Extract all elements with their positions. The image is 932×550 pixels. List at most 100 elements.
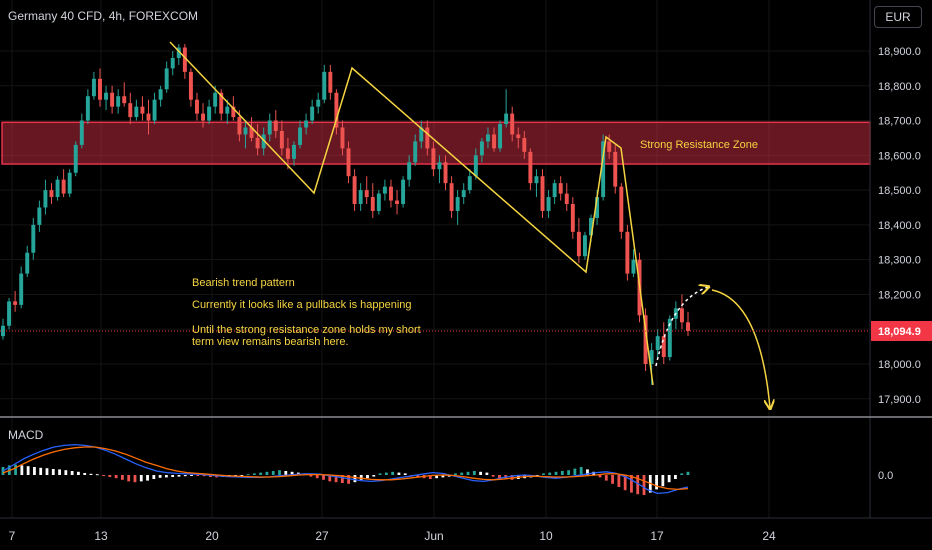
candle <box>479 137 484 163</box>
macd-histogram-bar <box>491 475 495 477</box>
candle <box>528 148 533 191</box>
last-price-tag <box>871 320 932 341</box>
y-tick-label: 18,600.0 <box>878 150 921 162</box>
candle-body <box>340 127 345 149</box>
candle-body <box>158 89 163 100</box>
candle <box>279 120 284 156</box>
candle-body <box>219 92 224 114</box>
macd-histogram-bar <box>33 467 36 475</box>
candle-body <box>570 204 575 232</box>
candle <box>201 103 206 128</box>
macd-histogram-bar <box>196 475 200 476</box>
candle <box>225 99 230 125</box>
candle-body <box>134 106 139 118</box>
candle <box>667 315 672 361</box>
candle <box>582 231 587 260</box>
annotation-line-3: Until the strong resistance zone holds m… <box>192 324 421 348</box>
candle-body <box>528 151 533 184</box>
candle <box>249 117 254 142</box>
candle-body <box>419 127 424 142</box>
macd-histogram-bar <box>164 475 168 478</box>
candle <box>261 127 266 156</box>
macd-indicator-label[interactable]: MACD <box>8 428 44 442</box>
macd-histogram-bar <box>479 471 483 475</box>
macd-histogram-bar <box>548 472 552 475</box>
candle <box>255 124 260 156</box>
macd-histogram-bar <box>554 471 558 475</box>
candle-body <box>413 141 418 163</box>
candle-body <box>7 301 12 326</box>
macd-histogram-bar <box>340 475 344 483</box>
candle <box>382 179 387 201</box>
candle-body <box>607 141 612 152</box>
candle <box>370 183 375 218</box>
candle-body <box>352 176 357 205</box>
candle-body <box>25 252 30 274</box>
candle <box>601 134 606 201</box>
macd-histogram-bar <box>366 475 369 479</box>
candle-body <box>255 137 260 149</box>
macd-histogram-bar <box>655 475 658 490</box>
candle <box>443 155 448 191</box>
candle <box>207 99 212 125</box>
candle-body <box>98 78 102 100</box>
y-tick-label: 17,900.0 <box>878 394 921 406</box>
candle-body <box>213 92 218 107</box>
candle-body <box>201 113 206 121</box>
currency-button[interactable]: EUR <box>874 6 922 28</box>
candle <box>340 120 345 156</box>
macd-histogram-bar <box>372 475 376 477</box>
candle <box>631 249 636 278</box>
x-tick-label: 13 <box>94 529 108 543</box>
macd-histogram-bar <box>359 475 363 480</box>
macd-histogram-bar <box>39 467 43 475</box>
candle <box>686 311 690 337</box>
macd-histogram-bar <box>642 475 646 495</box>
candle-body <box>310 106 315 121</box>
candle-body <box>85 96 90 121</box>
candle <box>67 169 72 198</box>
candle-body <box>522 137 527 152</box>
candle <box>564 183 569 211</box>
candle <box>31 217 36 260</box>
candle <box>522 130 527 159</box>
candle-body <box>322 71 327 100</box>
candle-body <box>679 308 684 323</box>
candle <box>613 144 618 194</box>
candle-body <box>170 57 175 69</box>
candle <box>516 127 521 149</box>
projection-down-arrow <box>711 289 770 408</box>
candle-body <box>19 273 24 305</box>
macd-histogram-bar <box>240 475 244 476</box>
candle <box>61 169 66 198</box>
candle-body <box>613 151 618 187</box>
y-tick-label: 18,000.0 <box>878 359 921 371</box>
candle <box>388 179 393 208</box>
macd-histogram-bar <box>485 472 489 475</box>
macd-histogram-bar <box>20 465 24 475</box>
candle <box>485 127 490 149</box>
candle-body <box>504 113 509 125</box>
macd-histogram-bar <box>158 475 162 478</box>
macd-histogram-bar <box>89 473 93 475</box>
candle <box>37 200 42 232</box>
macd-histogram-bar <box>45 468 49 475</box>
candle <box>110 85 115 114</box>
candle <box>164 61 169 93</box>
candle-body <box>395 200 399 205</box>
candle-body <box>443 162 448 184</box>
candle-body <box>267 120 272 135</box>
signal-line <box>2 446 689 491</box>
candle <box>43 179 48 215</box>
candle <box>219 89 224 121</box>
candle-body <box>316 99 321 107</box>
candle-body <box>304 120 309 128</box>
macd-histogram-bar <box>315 475 319 479</box>
macd-histogram-bar <box>26 466 30 475</box>
candle <box>85 89 90 125</box>
candle-body <box>207 106 212 121</box>
candle-body <box>13 301 18 305</box>
candle <box>552 179 557 205</box>
candle-body <box>589 217 593 236</box>
